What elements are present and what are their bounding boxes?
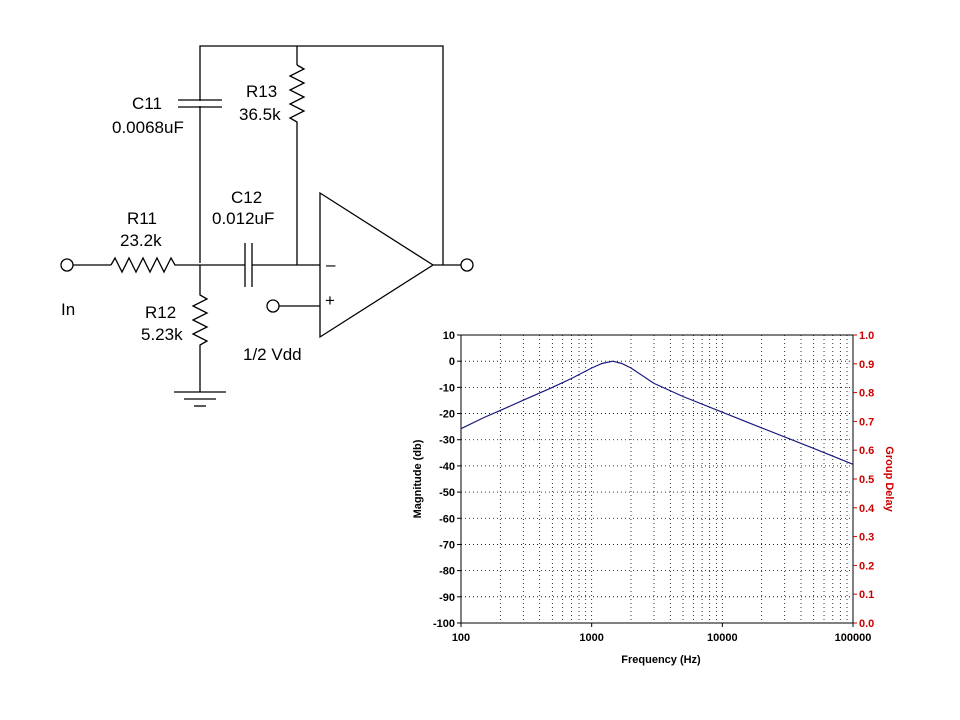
y-tick-label: -70 [439,539,455,551]
x-tick-label: 100000 [835,632,872,644]
opamp-plus-label: + [325,291,335,310]
y-tick-label: -20 [439,409,455,421]
y-tick-label: 10 [443,330,455,342]
y2-tick-label: 0.6 [859,445,874,457]
y-tick-label: -90 [439,592,455,604]
schematic: C11 0.0068uF R13 36.5k R11 23.2k In C12 … [60,45,474,407]
input-terminal [60,258,74,272]
y-tick-labels: 10 0 -10 -20 -30 -40 -50 -60 -70 -80 -90 -100 [433,330,461,630]
y2-tick-label: 0.8 [859,388,874,400]
resistor-r13 [288,64,306,265]
y-axis-title: Magnitude (db) [412,439,424,518]
y-tick-label: -40 [439,461,455,473]
opamp-minus-label: – [326,255,336,274]
y2-tick-label: 0.5 [859,474,874,486]
resistor-r12 [191,265,209,392]
r11-ref-label: R11 [127,209,157,228]
x-tick-label: 1000 [579,632,603,644]
r13-ref-label: R13 [246,82,277,101]
y2-tick-label: 0.0 [859,618,874,630]
y-tick-label: -60 [439,513,455,525]
input-label: In [61,300,75,319]
plot-grid [461,335,853,623]
y2-axis-title: Group Delay [883,446,895,512]
r12-ref-label: R12 [145,303,176,322]
r13-value-label: 36.5k [239,105,281,124]
plot-frame [460,334,854,624]
y2-tick-label: 0.1 [859,589,874,601]
x-tick-labels: 100 1000 10000 100000 [452,623,872,644]
c12-value-label: 0.012uF [212,209,274,228]
feedback-wire [199,45,444,265]
x-tick-label: 10000 [707,632,738,644]
c11-value-label: 0.0068uF [112,118,184,137]
y-tick-label: 0 [449,356,455,368]
resistor-r11 [110,256,200,274]
vref-label: 1/2 Vdd [243,345,302,364]
y-tick-label: -50 [439,487,455,499]
r11-value-label: 23.2k [120,231,162,250]
y2-tick-label: 0.2 [859,560,874,572]
y-tick-label: -30 [439,435,455,447]
y2-tick-label: 0.7 [859,416,874,428]
capacitor-c12 [244,243,253,287]
y2-tick-label: 0.4 [859,503,875,515]
magnitude-series-line [460,360,854,465]
y-tick-label: -100 [433,618,455,630]
x-axis-title: Frequency (Hz) [621,654,701,666]
c11-ref-label: C11 [132,94,162,113]
vref-terminal [266,299,280,313]
y-tick-label: -80 [439,566,455,578]
opamp-triangle [319,191,435,339]
c12-ref-label: C12 [231,188,262,207]
y2-tick-label: 0.9 [859,359,874,371]
output-terminal [460,258,474,272]
series-layer [460,360,854,465]
ground-icon [174,391,226,407]
y2-tick-label: 0.3 [859,532,874,544]
frequency-response-chart: 100-10-20-30-40-50-60-70-80-90-100 1.00.… [412,330,895,666]
capacitor-c11 [178,99,222,108]
y2-tick-labels: 1.0 0.9 0.8 0.7 0.6 0.5 0.4 0.3 0.2 0.1 0.0 [853,330,875,630]
x-tick-label: 100 [452,632,470,644]
y2-tick-label: 1.0 [859,330,874,342]
y-tick-label: -10 [439,382,455,394]
r12-value-label: 5.23k [141,325,183,344]
